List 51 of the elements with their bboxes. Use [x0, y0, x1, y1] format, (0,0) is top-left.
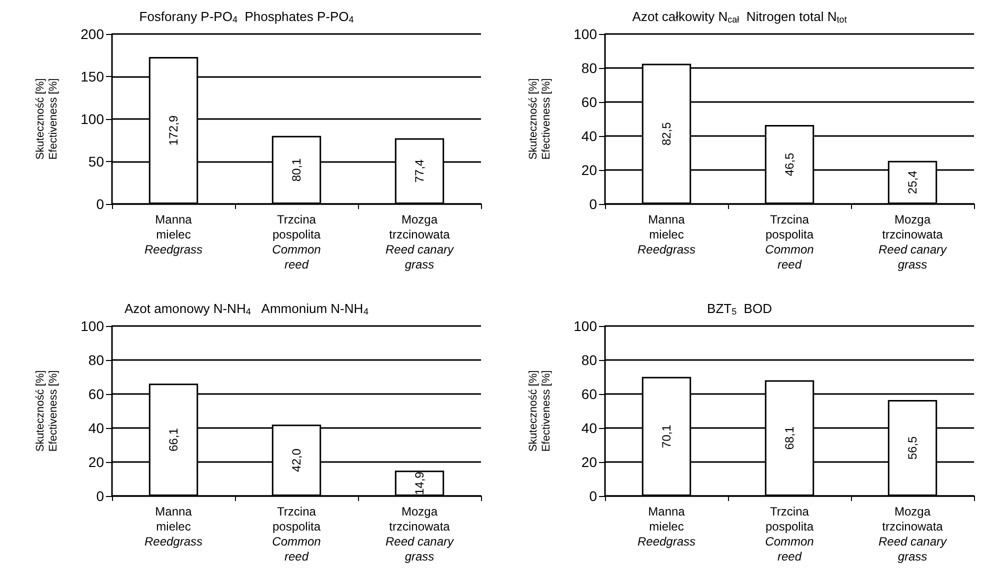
y-tick-label: 60 — [581, 386, 598, 402]
x-tick-label: Trzcina pospolita Common reed — [765, 212, 814, 272]
data-label: 68,1 — [782, 426, 796, 450]
data-label: 70,1 — [660, 424, 674, 448]
y-tick-label: 100 — [80, 111, 104, 127]
x-tick-label: Trzcina pospolita Common reed — [272, 212, 322, 272]
y-tick-label: 0 — [589, 488, 598, 504]
y-tick-label: 0 — [96, 196, 104, 212]
y-tick-label: 40 — [88, 420, 104, 436]
y-tick-label: 80 — [88, 352, 104, 368]
x-tick-label: Mozga trzcinowata Reed canary grass — [385, 212, 455, 272]
y-tick-label: 80 — [581, 352, 598, 368]
data-label: 80,1 — [290, 158, 304, 182]
y-axis-title: Skuteczność [%] Efectiveness [%] — [528, 370, 552, 452]
x-tick-label: Trzcina pospolita Common reed — [765, 504, 814, 563]
data-label: 14,9 — [412, 470, 426, 495]
y-tick-label: 150 — [80, 68, 104, 84]
data-label: 25,4 — [906, 170, 920, 194]
data-label: 77,4 — [412, 159, 426, 183]
y-tick-label: 60 — [88, 386, 104, 402]
data-label: 172,9 — [166, 115, 180, 146]
y-tick-label: 100 — [80, 318, 104, 334]
x-tick-label: Trzcina pospolita Common reed — [272, 504, 322, 563]
y-axis-title: Skuteczność [%] Efectiveness [%] — [34, 370, 60, 452]
y-tick-label: 0 — [589, 196, 598, 212]
y-tick-label: 20 — [581, 162, 598, 178]
y-tick-label: 40 — [581, 420, 598, 436]
y-tick-label: 100 — [574, 318, 598, 334]
data-label: 56,5 — [906, 435, 920, 460]
x-tick-label: Manna mielec Reedgrass — [637, 212, 696, 256]
x-tick-label: Manna mielec Reedgrass — [637, 504, 696, 548]
y-tick-label: 80 — [581, 60, 598, 76]
data-label: 42,0 — [290, 448, 304, 472]
y-tick-label: 100 — [574, 26, 598, 42]
y-tick-label: 50 — [88, 154, 104, 170]
x-tick-label: Manna mielec Reedgrass — [144, 212, 203, 256]
y-tick-label: 20 — [88, 454, 104, 470]
data-label: 82,5 — [660, 122, 674, 146]
data-label: 46,5 — [782, 152, 796, 176]
y-axis-title: Skuteczność [%] Efectiveness [%] — [34, 78, 60, 160]
y-tick-label: 0 — [96, 488, 104, 504]
x-tick-label: Mozga trzcinowata Reed canary grass — [878, 212, 948, 272]
y-tick-label: 40 — [581, 128, 598, 144]
y-tick-label: 60 — [581, 94, 598, 110]
y-tick-label: 20 — [581, 454, 598, 470]
x-tick-label: Mozga trzcinowata Reed canary grass — [878, 504, 948, 563]
y-tick-label: 200 — [80, 26, 104, 42]
x-tick-label: Mozga trzcinowata Reed canary grass — [385, 504, 455, 563]
y-axis-title: Skuteczność [%] Efectiveness [%] — [528, 78, 552, 160]
x-tick-label: Manna mielec Reedgrass — [144, 504, 203, 548]
data-label: 66,1 — [166, 427, 180, 451]
